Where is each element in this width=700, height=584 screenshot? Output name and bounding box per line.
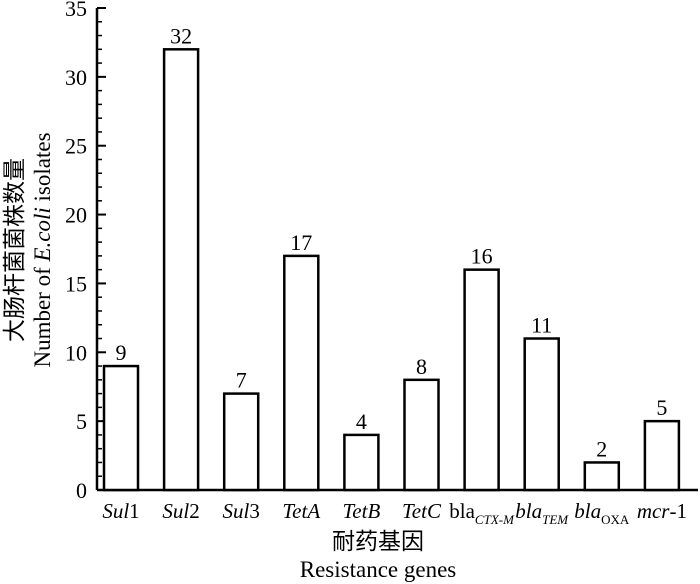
category-label: Sul2 <box>162 499 199 523</box>
category-label: TetB <box>343 499 381 523</box>
data-label: 4 <box>356 409 367 434</box>
bar <box>463 268 500 492</box>
category-label: TetC <box>402 499 442 523</box>
category-label: blaTEM <box>515 499 569 527</box>
data-label: 7 <box>236 368 247 393</box>
data-labels: 9 32 7 17 4 8 16 11 2 5 <box>116 23 668 461</box>
category-label: blaCTX-M <box>449 499 515 527</box>
bar <box>643 419 681 492</box>
y-tick-label: 0 <box>76 478 87 503</box>
category-label: blaOXA <box>574 499 630 527</box>
y-axis-title-en: Number of E.coli isolates <box>30 132 55 367</box>
category-label: Sul1 <box>102 499 139 523</box>
y-tick-label: 5 <box>76 409 87 434</box>
bar <box>583 461 621 492</box>
category-labels: Sul1 Sul2 Sul3 TetA TetB TetC blaCTX-M blaTEM bl… <box>102 499 687 527</box>
data-label: 11 <box>531 313 552 338</box>
data-label: 8 <box>416 354 427 379</box>
y-tick-label: 30 <box>65 65 87 90</box>
x-axis-title-en: Resistance genes <box>300 557 457 582</box>
data-label: 32 <box>170 23 192 48</box>
category-label: Sul3 <box>223 499 260 523</box>
bar <box>403 378 440 492</box>
category-label: TetA <box>282 499 320 523</box>
bar <box>102 364 140 492</box>
data-label: 5 <box>656 395 667 420</box>
category-label: mcr-1 <box>637 499 687 523</box>
y-axis-title-cn: 大肠杆菌菌株数量 <box>2 158 27 342</box>
y-tick-label: 25 <box>65 134 87 159</box>
data-label: 2 <box>596 436 607 461</box>
y-tick-label: 35 <box>65 0 87 21</box>
data-label: 16 <box>471 244 493 269</box>
data-label: 17 <box>290 230 312 255</box>
bars <box>102 48 681 492</box>
bar <box>523 337 560 492</box>
y-tick-label: 10 <box>65 340 87 365</box>
bar <box>283 254 320 492</box>
bar <box>162 48 200 492</box>
x-axis-title-cn: 耐药基因 <box>332 529 424 554</box>
data-label: 9 <box>116 340 127 365</box>
bar <box>222 392 260 492</box>
y-tick-label: 20 <box>65 203 87 228</box>
y-tick-label: 15 <box>65 271 87 296</box>
bar <box>343 433 380 492</box>
